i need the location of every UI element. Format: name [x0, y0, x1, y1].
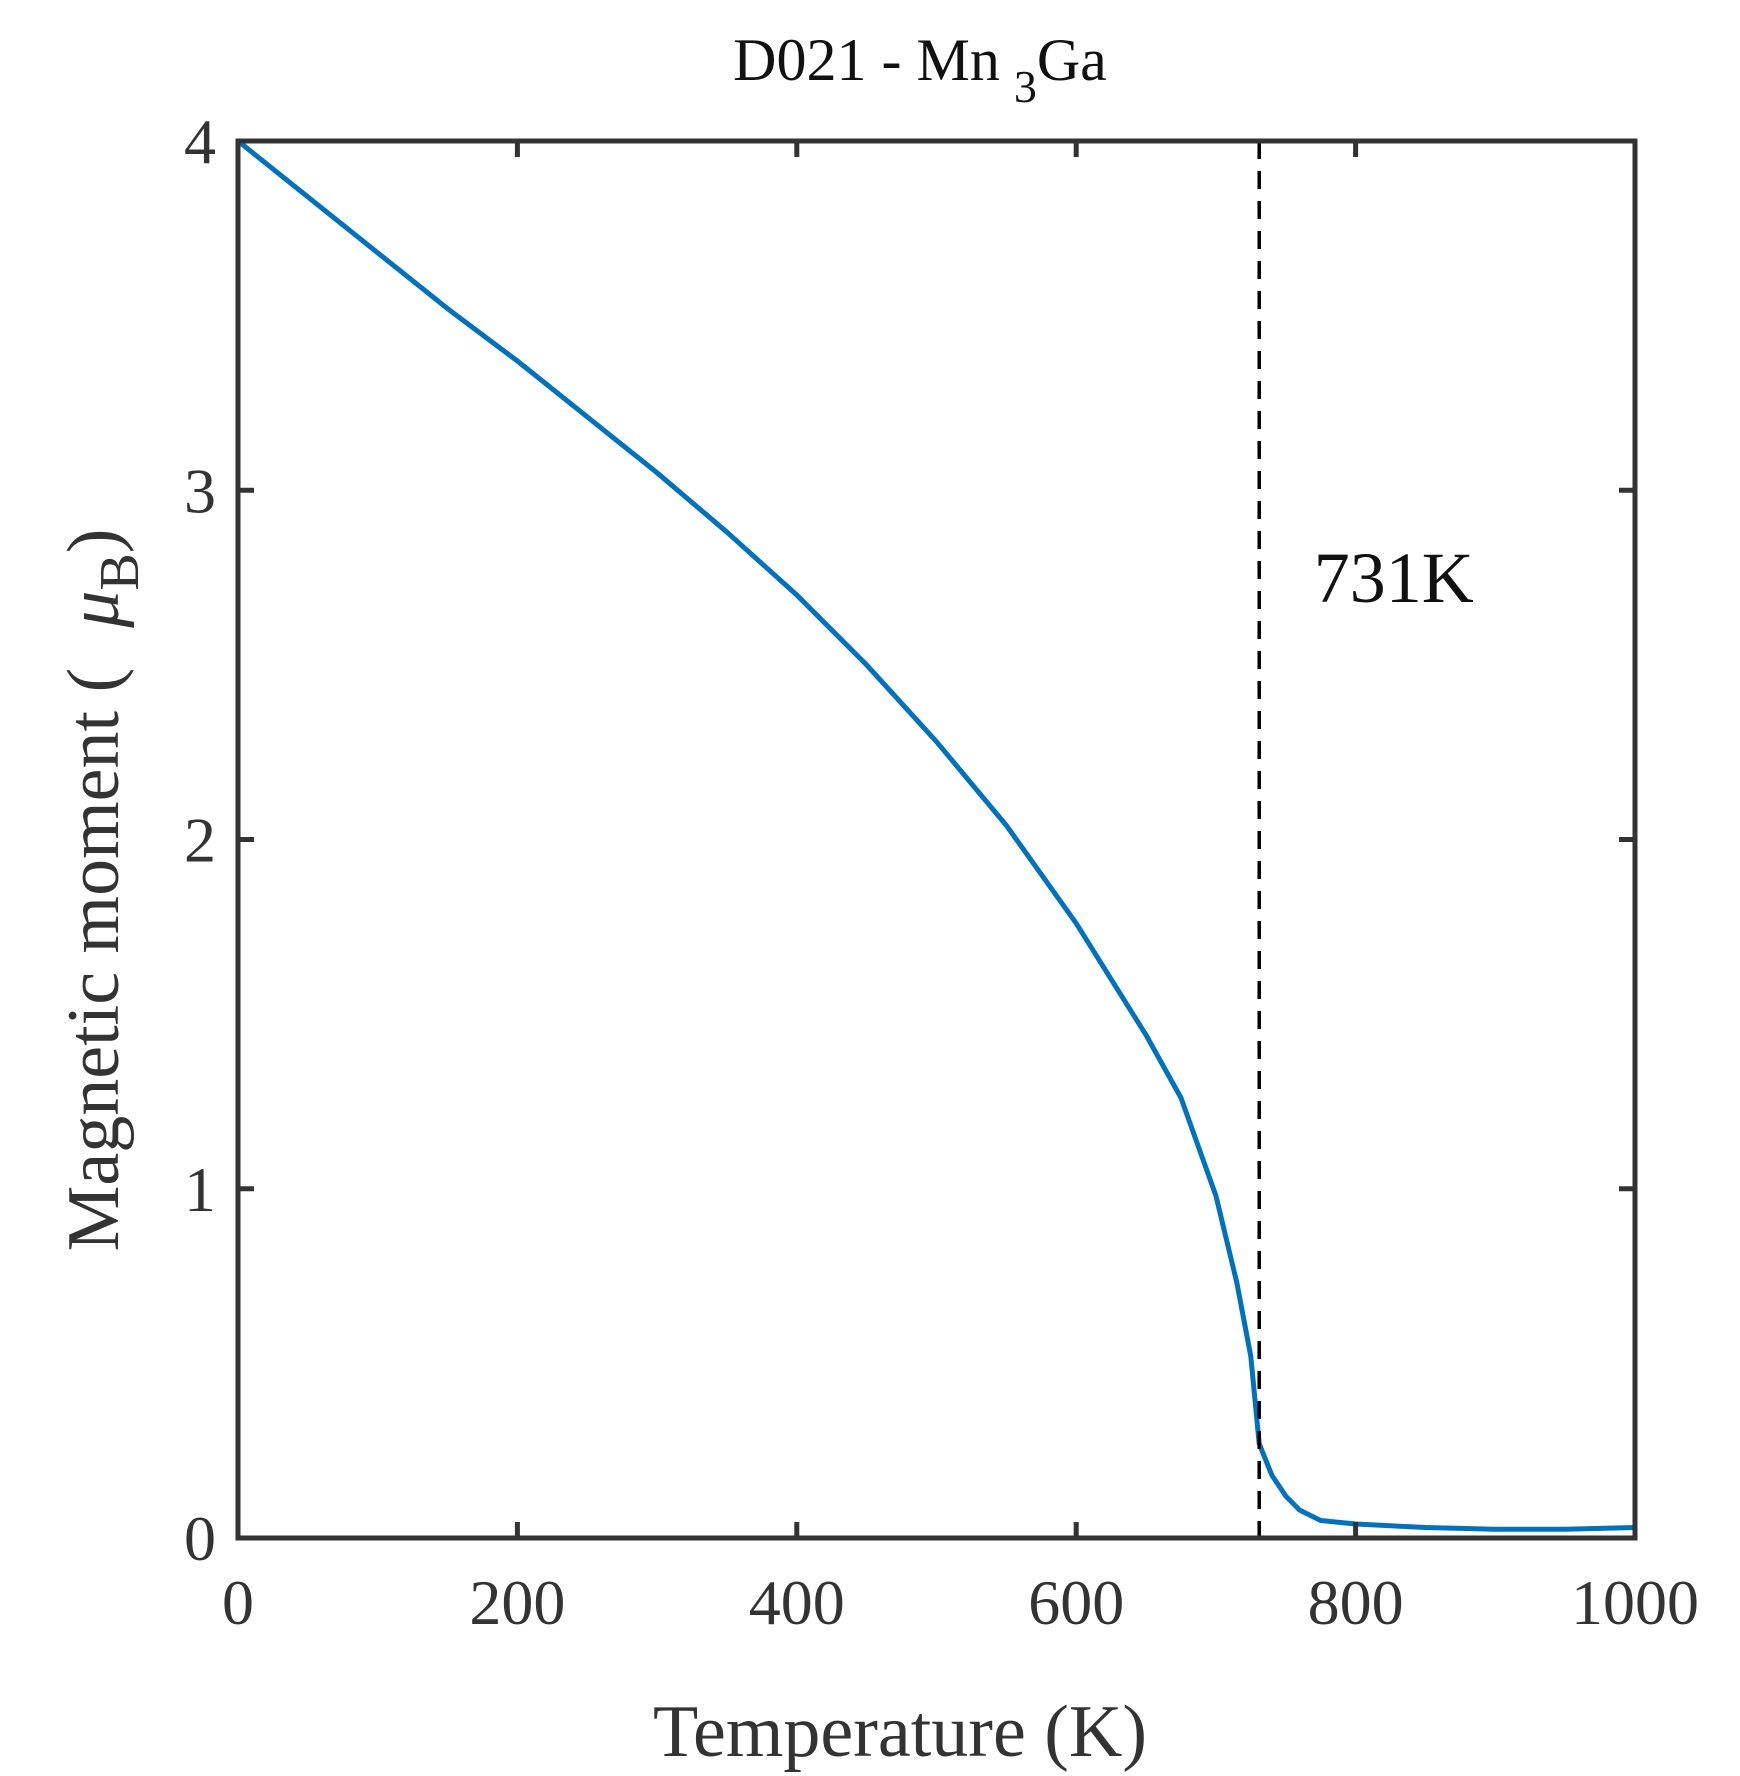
x-tick-label: 800 — [1308, 1567, 1404, 1638]
y-axis-title-symbol: μ — [53, 591, 135, 629]
y-axis-title-main: Magnetic moment ( — [53, 668, 135, 1252]
chart-title: D021 - Mn 3Ga — [733, 27, 1107, 112]
annotation-label: 731K — [1314, 538, 1474, 618]
y-tick-label: 2 — [184, 805, 216, 876]
y-tick-label: 4 — [184, 106, 216, 177]
y-tick-label: 3 — [184, 455, 216, 526]
chart-title-subscript: 3 — [1014, 61, 1037, 112]
y-tick-label: 1 — [184, 1154, 216, 1225]
y-axis-title-close: ) — [53, 529, 135, 554]
x-tick-label: 400 — [749, 1567, 845, 1638]
series-line-0 — [236, 139, 1636, 1532]
y-axis-title: Magnetic moment ( μB) — [53, 529, 151, 1252]
axes-box — [235, 138, 1638, 1541]
x-tick-label: 0 — [222, 1567, 254, 1638]
x-tick-label: 1000 — [1571, 1567, 1699, 1638]
x-tick-label: 600 — [1028, 1567, 1124, 1638]
y-axis-title-subscript: B — [89, 553, 151, 590]
y-tick-label: 0 — [184, 1503, 216, 1574]
x-tick-label: 200 — [469, 1567, 565, 1638]
x-axis-title: Temperature (K) — [653, 1691, 1147, 1773]
plot-area: 0 200 400 600 800 1000 0 1 2 3 4 731K — [184, 106, 1699, 1638]
chart-title-suffix: Ga — [1037, 27, 1107, 93]
